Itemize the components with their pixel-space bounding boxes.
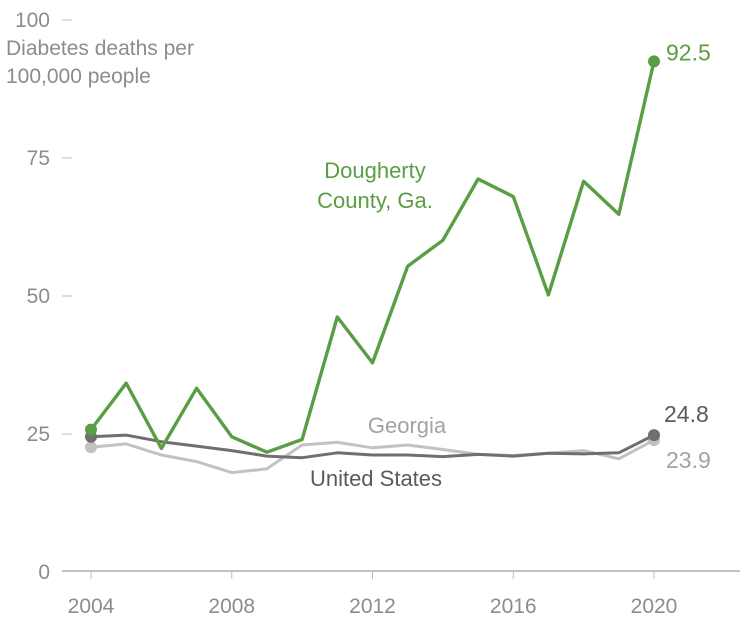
x-tick-label-2008: 2008 bbox=[208, 595, 255, 618]
series-end-point-united-states bbox=[648, 429, 660, 442]
x-tick-label-2012: 2012 bbox=[349, 595, 396, 618]
y-axis-label-line-1: Diabetes deaths per bbox=[6, 37, 194, 60]
series-label-united-states: United States bbox=[310, 466, 442, 491]
y-tick-label-0: 0 bbox=[38, 561, 50, 584]
series-start-point-georgia bbox=[85, 441, 97, 454]
series-label-georgia: Georgia bbox=[368, 413, 447, 438]
end-value-label-dougherty-county-ga: 92.5 bbox=[666, 39, 711, 65]
series-line-united-states bbox=[89, 433, 656, 460]
series-end-point-dougherty-county-ga bbox=[648, 55, 660, 68]
label-layer: Georgia 23.9 United States 24.8 Dougherty Cou… bbox=[310, 39, 711, 491]
end-value-label-georgia: 23.9 bbox=[666, 447, 711, 473]
end-value-label-united-states: 24.8 bbox=[664, 401, 709, 427]
series-label-dougherty-county-ga-line-2: County, Ga. bbox=[317, 188, 433, 213]
axis-layer: 0 25 50 75 100 Diabetes deaths per 100,000 peo… bbox=[6, 9, 740, 618]
series-start-point-dougherty-county-ga bbox=[85, 423, 97, 436]
y-tick-label-50: 50 bbox=[27, 285, 50, 308]
x-tick-label-2004: 2004 bbox=[68, 595, 115, 618]
y-tick-label-100: 100 bbox=[15, 9, 50, 32]
x-tick-label-2020: 2020 bbox=[631, 595, 678, 618]
series-label-dougherty-county-ga-line-1: Dougherty bbox=[324, 158, 426, 183]
x-tick-label-2016: 2016 bbox=[490, 595, 537, 618]
y-tick-label-25: 25 bbox=[27, 423, 50, 446]
series-line-dougherty-county-ga bbox=[89, 59, 656, 454]
series-layer bbox=[85, 55, 660, 475]
y-axis-label-line-2: 100,000 people bbox=[6, 65, 151, 88]
y-tick-label-75: 75 bbox=[27, 147, 50, 170]
